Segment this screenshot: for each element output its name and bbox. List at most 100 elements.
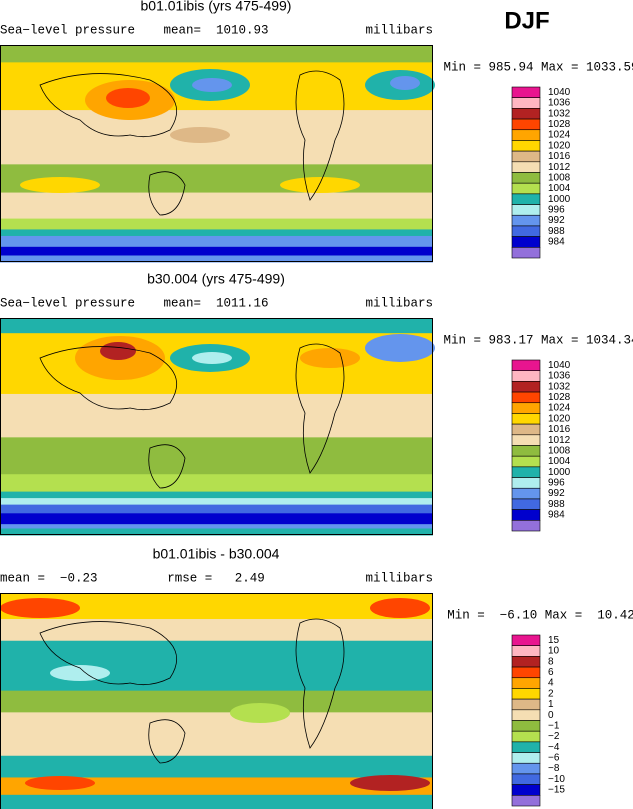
colorbar-box (511, 466, 541, 478)
colorbar-box (511, 677, 541, 689)
map-contour (192, 78, 232, 92)
colorbar-box (511, 656, 541, 668)
colorbar-box (511, 129, 541, 141)
colorbar-label: 10 (548, 646, 560, 657)
colorbar-box (511, 666, 541, 679)
colorbar-box (511, 108, 541, 120)
coastline (148, 719, 186, 764)
map-contour (100, 342, 136, 360)
colorbar-label: 4 (548, 678, 554, 689)
colorbar-label: 1028 (548, 119, 571, 130)
colorbar-box (511, 97, 541, 109)
map (0, 318, 435, 536)
colorbar-box (511, 193, 541, 205)
map-band (0, 690, 433, 713)
map-band (0, 491, 433, 499)
colorbar-box (511, 498, 541, 510)
map-contour (170, 127, 230, 143)
map-band (0, 235, 433, 248)
colorbar-label: 1040 (548, 87, 571, 98)
map-contour (350, 775, 430, 791)
colorbar-box (511, 86, 541, 98)
colorbar-label: 984 (548, 237, 565, 248)
panel-title: b30.004 (yrs 475-499) (147, 271, 285, 287)
map-band (0, 437, 433, 475)
colorbar-label: 6 (548, 667, 554, 678)
colorbar-box (511, 370, 541, 382)
panel-label-left: mean = −0.23 (0, 571, 98, 585)
map-contour (106, 88, 150, 108)
colorbar-label: 1012 (548, 435, 571, 446)
map-band (0, 218, 433, 230)
panel-label-left: Sea−level pressure (0, 296, 135, 310)
panel-label-center: mean= 1010.93 (163, 23, 268, 37)
map-contour (100, 643, 200, 663)
colorbar-box (511, 698, 541, 711)
colorbar-label: 1036 (548, 98, 571, 109)
colorbar-label: 15 (548, 635, 560, 646)
map-band (0, 504, 433, 514)
colorbar-label: 1004 (548, 456, 571, 467)
coastline (295, 618, 345, 749)
map-contour (230, 703, 290, 723)
map-band (0, 755, 433, 778)
colorbar-label: 2 (548, 688, 554, 699)
colorbar-box (511, 762, 541, 775)
map-contour (20, 177, 100, 193)
colorbar-label: 1024 (548, 130, 571, 141)
colorbar-box (511, 172, 541, 184)
colorbar-box (511, 150, 541, 163)
map-band (0, 524, 433, 529)
colorbar-box (511, 182, 541, 195)
map-contour (0, 598, 80, 618)
map-band (0, 640, 433, 692)
colorbar-label: −10 (548, 774, 565, 785)
coastline (39, 346, 178, 411)
colorbar-box (511, 720, 541, 732)
colorbar-label: 988 (548, 226, 565, 237)
colorbar-box (511, 709, 541, 721)
colorbar-box (511, 688, 541, 700)
coastline (148, 444, 186, 489)
colorbar-label: 992 (548, 488, 565, 499)
map-band (0, 229, 433, 237)
colorbar-box (511, 413, 541, 425)
colorbar-box (511, 741, 541, 753)
map-band (0, 513, 433, 525)
map-frame (0, 318, 433, 535)
season-label: DJF (504, 7, 549, 34)
map-contour (25, 776, 95, 790)
colorbar-box (511, 214, 541, 227)
colorbar-label: 1028 (548, 392, 571, 403)
min-max: Min = 985.94 Max = 1033.59 (443, 60, 633, 74)
colorbar-box (511, 773, 541, 785)
coastline (39, 621, 178, 686)
colorbar-label: 1016 (548, 151, 571, 162)
colorbar-label: 0 (548, 710, 554, 721)
colorbar-label: 1008 (548, 172, 571, 183)
colorbar-label: −6 (548, 753, 560, 764)
panel-label-center: mean= 1011.16 (163, 296, 268, 310)
colorbar-label: 1032 (548, 381, 571, 392)
colorbar-box (511, 487, 541, 500)
panel-title: b01.01ibis - b30.004 (153, 546, 280, 562)
map-band (0, 45, 433, 63)
colorbar-box (511, 118, 541, 131)
colorbar-label: 1008 (548, 445, 571, 456)
colorbar-box (511, 634, 541, 646)
map-band (0, 794, 433, 809)
colorbar-label: 1020 (548, 140, 571, 151)
colorbar-box (511, 434, 541, 446)
colorbar-label: 1016 (548, 424, 571, 435)
map-band (0, 192, 433, 220)
colorbar-label: 996 (548, 205, 565, 216)
min-max: Min = −6.10 Max = 10.42 (447, 608, 633, 622)
map-frame (0, 45, 433, 262)
coastline (295, 343, 345, 474)
map-band (0, 619, 433, 642)
colorbar-label: 988 (548, 499, 565, 510)
colorbar-label: 1024 (548, 403, 571, 414)
panel-title: b01.01ibis (yrs 475-499) (141, 0, 292, 14)
map-contour (192, 352, 232, 364)
